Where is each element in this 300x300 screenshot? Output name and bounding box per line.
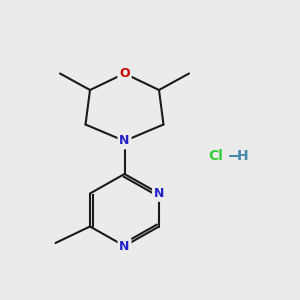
Text: N: N xyxy=(119,239,130,253)
Text: Cl: Cl xyxy=(208,149,224,163)
Text: N: N xyxy=(119,134,130,148)
Text: H: H xyxy=(237,149,249,163)
Text: O: O xyxy=(119,67,130,80)
Text: N: N xyxy=(154,187,164,200)
